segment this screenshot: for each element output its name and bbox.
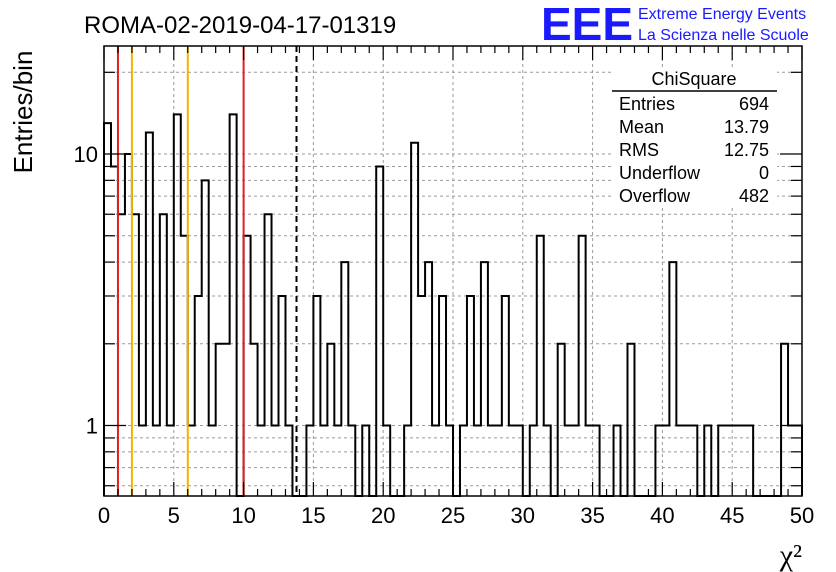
stats-box: ChiSquare Entries 694 Mean 13.79 RMS 12.… — [612, 68, 777, 208]
x-tick-label: 35 — [580, 503, 604, 528]
stats-label-overflow: Overflow — [619, 186, 691, 206]
x-tick-label: 15 — [301, 503, 325, 528]
stats-label-rms: RMS — [619, 140, 659, 160]
x-tick-label: 0 — [98, 503, 110, 528]
stats-title: ChiSquare — [651, 69, 736, 89]
stats-label-entries: Entries — [619, 94, 675, 114]
logo-line-2: La Scienza nelle Scuole — [638, 27, 809, 44]
stats-label-underflow: Underflow — [619, 163, 701, 183]
x-tick-label: 20 — [371, 503, 395, 528]
reference-lines — [116, 46, 298, 496]
y-tick-label: 1 — [86, 414, 98, 439]
stats-value-rms: 12.75 — [724, 140, 769, 160]
stats-value-mean: 13.79 — [724, 117, 769, 137]
logo-line-1: Extreme Energy Events — [638, 6, 806, 23]
eee-logo: EEE Extreme Energy Events La Scienza nel… — [541, 0, 809, 50]
x-tick-label: 45 — [720, 503, 744, 528]
x-tick-label: 10 — [231, 503, 255, 528]
x-tick-label: 5 — [168, 503, 180, 528]
histogram-outline — [103, 113, 803, 497]
stats-value-entries: 694 — [739, 94, 769, 114]
stats-label-mean: Mean — [619, 117, 664, 137]
x-tick-label: 30 — [511, 503, 535, 528]
x-axis-title: χ² — [779, 539, 802, 572]
tick-labels: 0 5 10 15 20 25 30 35 40 45 50 1 10 — [74, 142, 815, 528]
x-tick-label: 25 — [441, 503, 465, 528]
x-tick-label: 50 — [790, 503, 814, 528]
x-tick-label: 40 — [650, 503, 674, 528]
run-title: ROMA-02-2019-04-17-01319 — [84, 12, 396, 39]
stats-value-overflow: 482 — [739, 186, 769, 206]
y-axis-title: Entries/bin — [8, 51, 38, 174]
y-tick-label: 10 — [74, 142, 98, 167]
stats-value-underflow: 0 — [759, 163, 769, 183]
logo-mark: EEE — [541, 0, 633, 50]
histogram-bars — [103, 113, 803, 497]
axes — [103, 45, 803, 497]
